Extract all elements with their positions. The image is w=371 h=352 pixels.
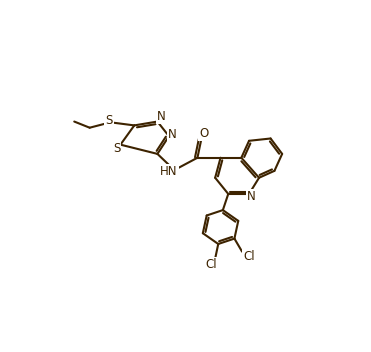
Text: O: O <box>199 127 208 140</box>
Text: S: S <box>105 113 112 126</box>
Text: HN: HN <box>160 165 178 178</box>
Text: Cl: Cl <box>206 258 217 271</box>
Text: N: N <box>157 111 165 124</box>
Text: N: N <box>168 128 177 141</box>
Text: N: N <box>247 190 256 203</box>
Text: Cl: Cl <box>243 250 255 263</box>
Text: S: S <box>113 142 120 155</box>
